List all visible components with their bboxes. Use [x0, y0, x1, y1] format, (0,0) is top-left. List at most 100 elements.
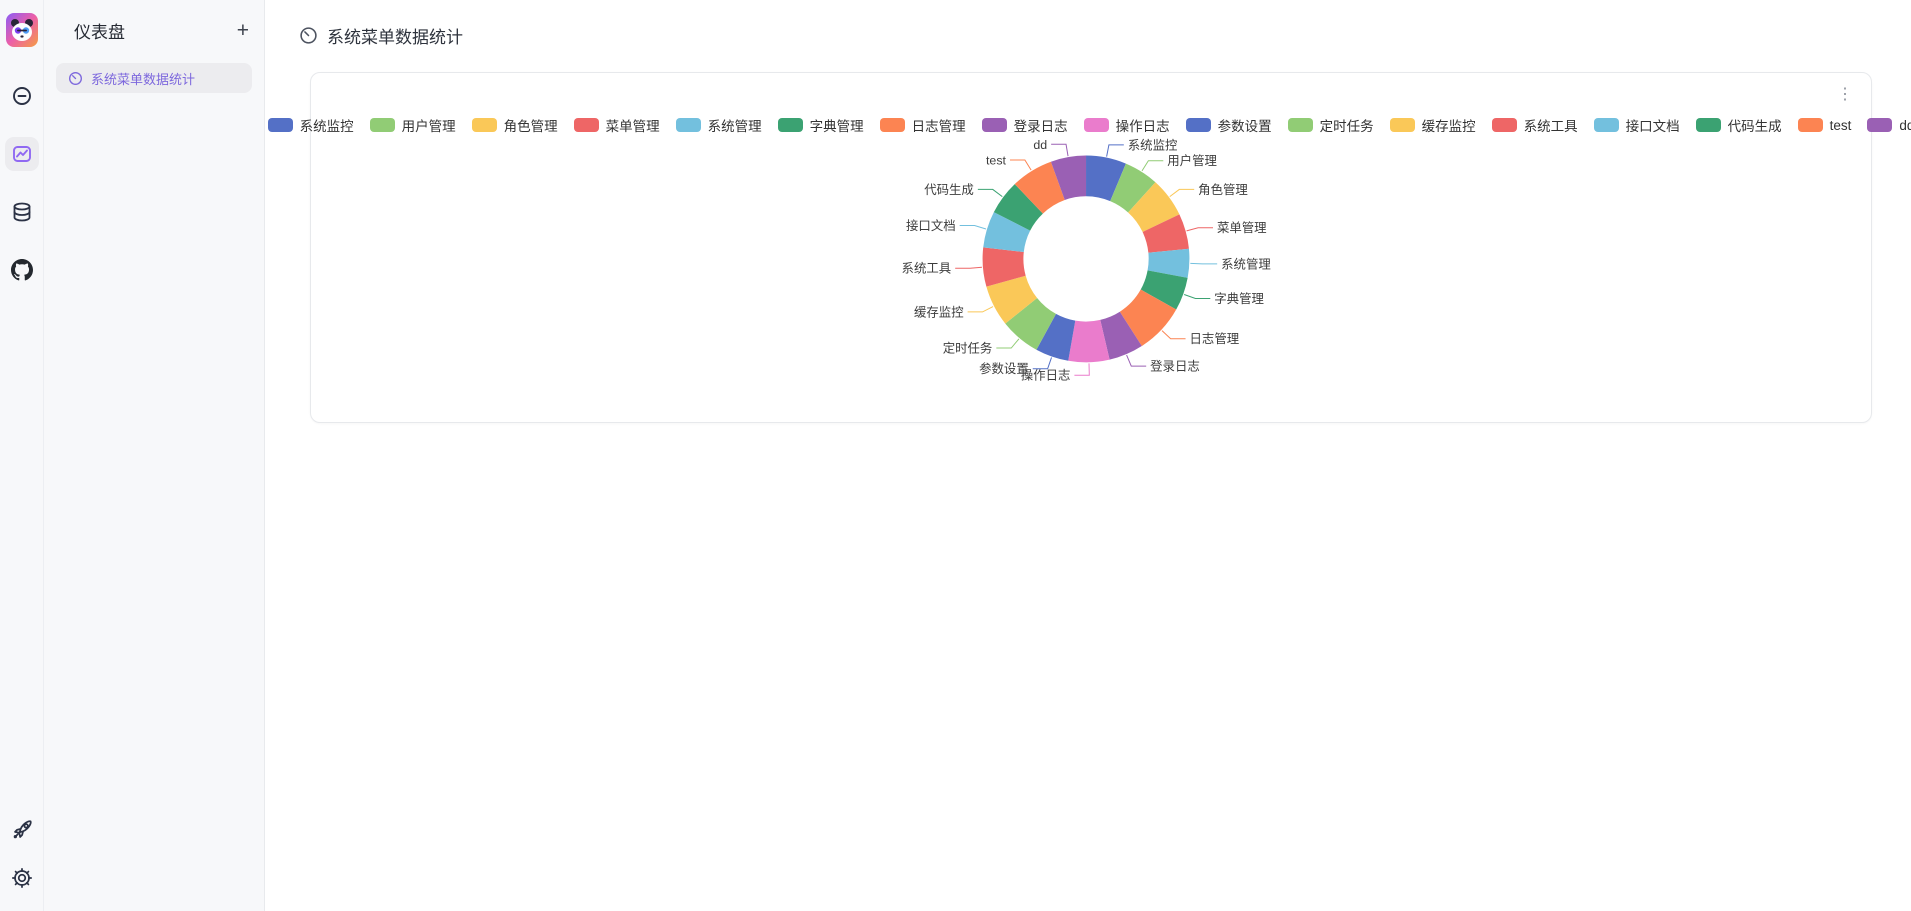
pie-slice-13[interactable] [982, 247, 1026, 287]
rocket-icon[interactable] [5, 813, 39, 847]
database-icon[interactable] [5, 195, 39, 229]
legend-label: 缓存监控 [1421, 119, 1476, 134]
sidebar-title: 仪表盘 [74, 23, 125, 42]
legend-swatch [981, 118, 1007, 132]
pie-label: 系统工具 [902, 262, 952, 276]
pie-label-line [1126, 354, 1147, 367]
pie-slice-8[interactable] [1100, 311, 1142, 360]
pie-slice-5[interactable] [1147, 248, 1190, 278]
add-dashboard-button[interactable]: + [236, 19, 249, 42]
pie-label: 菜单管理 [1217, 220, 1267, 235]
legend-item-1[interactable]: 系统监控 [267, 115, 354, 135]
link-icon[interactable] [5, 79, 39, 113]
legend-label: test [1829, 117, 1852, 133]
pie-label-line [977, 188, 1003, 197]
page-header: 系统菜单数据统计 [299, 24, 1911, 47]
pie-slice-7[interactable] [1119, 289, 1177, 347]
legend-swatch [1593, 118, 1619, 132]
pie-slice-3[interactable] [1128, 182, 1180, 232]
legend-label: 角色管理 [503, 119, 558, 134]
pie-slice-11[interactable] [1005, 298, 1057, 350]
donut-chart-svg: 系统监控用户管理角色管理菜单管理系统管理字典管理日志管理登录日志操作日志参数设置… [902, 138, 1271, 383]
pie-slice-15[interactable] [993, 184, 1043, 231]
settings-gear-icon[interactable] [5, 861, 39, 895]
gauge-icon [299, 26, 318, 45]
pie-slice-9[interactable] [1068, 319, 1110, 363]
legend-item-8[interactable]: 登录日志 [981, 115, 1068, 135]
legend-swatch [573, 118, 599, 132]
pie-label: 角色管理 [1198, 182, 1248, 197]
legend-item-12[interactable]: 缓存监控 [1389, 115, 1476, 135]
main-content: 系统菜单数据统计 ⋮ 系统监控 用户管理 角色管理 菜单管理 系统管理 字典管理 日志管理登… [265, 0, 1911, 911]
sidebar: 仪表盘 + 系统菜单数据统计 [44, 0, 265, 911]
pie-slice-4[interactable] [1142, 214, 1189, 253]
page-title: 系统菜单数据统计 [327, 27, 463, 47]
pie-slice-14[interactable] [983, 212, 1031, 252]
legend-label: 菜单管理 [605, 119, 660, 134]
legend-item-11[interactable]: 定时任务 [1287, 115, 1374, 135]
legend-label: 参数设置 [1217, 119, 1272, 134]
legend-item-4[interactable]: 菜单管理 [573, 115, 660, 135]
legend-item-9[interactable]: 操作日志 [1083, 115, 1170, 135]
pie-label: 定时任务 [943, 340, 993, 355]
legend-swatch [879, 118, 905, 132]
pie-label: 参数设置 [979, 361, 1029, 376]
legend-item-10[interactable]: 参数设置 [1185, 115, 1272, 135]
legend-item-13[interactable]: 系统工具 [1491, 115, 1578, 135]
pie-label-line [955, 266, 982, 269]
pie-label-line [1141, 160, 1164, 172]
pie-label: 登录日志 [1150, 359, 1200, 374]
legend-label: 登录日志 [1013, 119, 1068, 134]
legend-swatch [1287, 118, 1313, 132]
sidebar-item-menu-stats[interactable]: 系统菜单数据统计 [56, 63, 252, 93]
pie-label: dd [1033, 138, 1047, 152]
legend-item-17[interactable]: dd [1867, 118, 1911, 133]
chart-card: ⋮ 系统监控 用户管理 角色管理 菜单管理 系统管理 字典管理 日志管理 登录日志 操作日志 参数… [267, 72, 1911, 423]
pie-label-line [1186, 227, 1214, 232]
legend-swatch [777, 118, 803, 132]
legend-label: 系统管理 [707, 119, 762, 134]
panda-logo[interactable] [5, 13, 38, 47]
chart-image-icon[interactable] [4, 137, 39, 171]
legend-item-15[interactable]: 代码生成 [1695, 115, 1782, 135]
sidebar-item-label: 系统菜单数据统计 [91, 71, 196, 87]
pie-slice-1[interactable] [1086, 155, 1126, 202]
legend-item-7[interactable]: 日志管理 [879, 115, 966, 135]
legend-item-3[interactable]: 角色管理 [471, 115, 558, 135]
pie-slice-16[interactable] [1014, 161, 1065, 214]
github-icon[interactable] [5, 253, 39, 287]
legend-item-5[interactable]: 系统管理 [675, 115, 762, 135]
pie-label: 操作日志 [1021, 368, 1071, 383]
rail-nav [4, 79, 39, 287]
legend-item-14[interactable]: 接口文档 [1593, 115, 1680, 135]
pie-slice-6[interactable] [1140, 270, 1188, 310]
chart-legend: 系统监控 用户管理 角色管理 菜单管理 系统管理 字典管理 日志管理 登录日志 操作日志 参数设置… [267, 115, 1911, 135]
legend-item-6[interactable]: 字典管理 [777, 115, 864, 135]
sidebar-header: 仪表盘 + [44, 0, 264, 63]
pie-slice-10[interactable] [1036, 313, 1076, 361]
legend-label: 字典管理 [809, 119, 864, 134]
pie-label-line [959, 225, 987, 230]
pie-label-line [1051, 143, 1069, 157]
legend-swatch [1695, 118, 1721, 132]
pie-slice-12[interactable] [986, 275, 1038, 324]
legend-swatch [369, 118, 395, 132]
legend-swatch [471, 118, 497, 132]
pie-label-line [1106, 144, 1124, 157]
pie-label-line [1009, 159, 1032, 171]
pie-slice-17[interactable] [1050, 155, 1087, 200]
pie-label-line [1161, 330, 1186, 340]
legend-swatch [1083, 118, 1109, 132]
pie-label-line [1184, 294, 1211, 300]
legend-item-16[interactable]: test [1797, 117, 1852, 133]
legend-item-2[interactable]: 用户管理 [369, 115, 456, 135]
more-button[interactable]: ⋮ [1831, 85, 1859, 105]
pie-label-line [967, 306, 994, 313]
pie-label: 字典管理 [1214, 291, 1264, 306]
gauge-icon [68, 71, 83, 86]
legend-swatch [1867, 118, 1893, 132]
pie-slice-2[interactable] [1110, 163, 1156, 213]
pie-label-line [1169, 188, 1195, 197]
legend-label: dd [1899, 117, 1911, 133]
